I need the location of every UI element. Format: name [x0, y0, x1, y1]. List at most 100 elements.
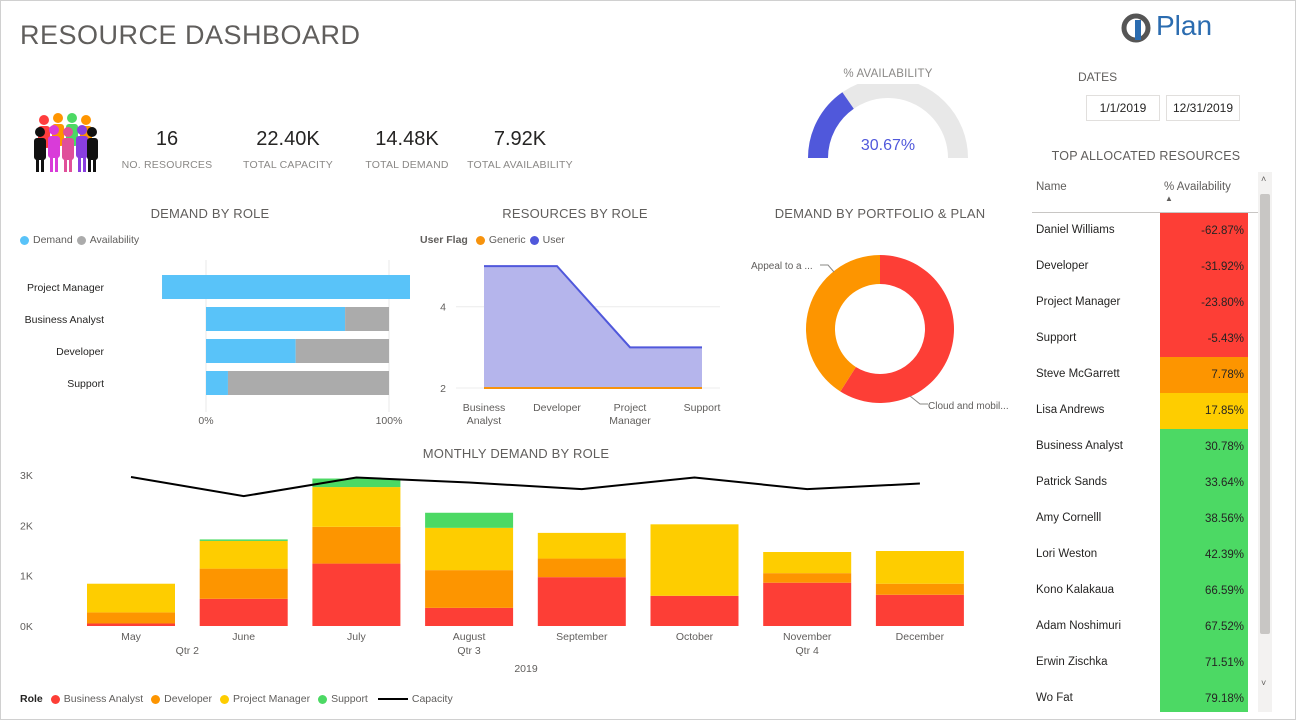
table-row[interactable]: Lori Weston 42.39% — [1032, 537, 1260, 573]
scrollbar-thumb[interactable] — [1260, 194, 1270, 634]
bar-segment[interactable] — [199, 539, 288, 541]
tick-label: 3K — [20, 470, 33, 482]
bar-segment[interactable] — [537, 558, 626, 578]
tick-label: 0% — [198, 415, 213, 427]
bar-demand[interactable] — [206, 371, 228, 395]
resource-name: Steve McGarrett — [1036, 368, 1120, 380]
bar-demand[interactable] — [206, 307, 346, 331]
demand-by-portfolio-chart[interactable]: Cloud and mobil... Appeal to a ... — [740, 240, 1030, 430]
col-name-header[interactable]: Name — [1036, 181, 1067, 193]
bar-availability[interactable] — [227, 371, 389, 395]
bar-segment[interactable] — [312, 563, 401, 626]
bar-segment[interactable] — [425, 512, 514, 528]
start-date-input[interactable]: 1/1/2019 — [1086, 95, 1160, 121]
category-label: Project — [614, 402, 647, 414]
availability-gauge[interactable]: 30.67% — [808, 84, 968, 164]
table-row[interactable]: Support -5.43% — [1032, 321, 1260, 357]
kpi-label: TOTAL AVAILABILITY — [467, 159, 573, 171]
bar-availability[interactable] — [295, 339, 389, 363]
table-row[interactable]: Steve McGarrett 7.78% — [1032, 357, 1260, 393]
availability-cell: -31.92% — [1160, 249, 1248, 285]
kpi-value: 16 — [155, 128, 179, 150]
bar-segment[interactable] — [537, 532, 626, 559]
legend-dot — [50, 694, 60, 704]
bar-segment[interactable] — [199, 540, 288, 569]
legend-label: Generic — [488, 234, 526, 246]
tick-label: 1K — [20, 571, 33, 583]
demand-by-role-legend: Demand Availability — [20, 234, 139, 246]
table-row[interactable]: Adam Noshimuri 67.52% — [1032, 609, 1260, 645]
donut-slice[interactable] — [840, 255, 954, 403]
end-date-input[interactable]: 12/31/2019 — [1166, 95, 1240, 121]
category-label: Support — [67, 378, 104, 390]
slice-label: Cloud and mobil... — [928, 401, 1009, 412]
bar-segment[interactable] — [650, 595, 739, 626]
bar-segment[interactable] — [537, 577, 626, 626]
bar-segment[interactable] — [425, 607, 514, 626]
sort-asc-icon[interactable]: ▲ — [1165, 194, 1173, 203]
legend-dot — [151, 694, 161, 704]
bar-segment[interactable] — [875, 583, 964, 595]
bar-segment[interactable] — [875, 594, 964, 626]
bar-segment[interactable] — [425, 570, 514, 608]
bar-demand[interactable] — [206, 339, 296, 363]
donut-slice[interactable] — [806, 255, 880, 392]
demand-by-portfolio-title: DEMAND BY PORTFOLIO & PLAN — [774, 206, 986, 221]
table-row[interactable]: Developer -31.92% — [1032, 249, 1260, 285]
bar-segment[interactable] — [875, 551, 964, 584]
availability-cell: 17.85% — [1160, 393, 1248, 429]
bar-segment[interactable] — [87, 623, 175, 626]
legend-label: Capacity — [411, 693, 453, 705]
availability-cell: 66.59% — [1160, 573, 1248, 609]
table-row[interactable]: Lisa Andrews 17.85% — [1032, 393, 1260, 429]
year-label: 2019 — [514, 663, 538, 675]
legend-label: Business Analyst — [63, 693, 144, 705]
table-row[interactable]: Kono Kalakaua 66.59% — [1032, 573, 1260, 609]
bar-segment[interactable] — [87, 612, 175, 624]
legend-line — [377, 698, 408, 700]
bar-segment[interactable] — [199, 568, 288, 599]
table-row[interactable]: Business Analyst 30.78% — [1032, 429, 1260, 465]
col-availability-header[interactable]: % Availability — [1164, 181, 1231, 193]
oneplan-logo: Plan — [1120, 10, 1220, 46]
bar-segment[interactable] — [763, 573, 852, 583]
category-label: Support — [684, 402, 721, 414]
bar-segment[interactable] — [763, 552, 852, 574]
tick-label: 100% — [376, 415, 403, 427]
scroll-up-icon[interactable]: ˄ — [1261, 174, 1267, 184]
table-row[interactable]: Amy Cornelll 38.56% — [1032, 501, 1260, 537]
capacity-line[interactable] — [130, 476, 920, 498]
table-row[interactable]: Patrick Sands 33.64% — [1032, 465, 1260, 501]
availability-cell: 67.52% — [1160, 609, 1248, 645]
bar-demand[interactable] — [162, 275, 410, 299]
monthly-demand-chart[interactable]: 0K 1K 2K 3K May June July August September Octobe… — [0, 460, 1010, 685]
area-user[interactable] — [484, 266, 702, 388]
bar-segment[interactable] — [312, 487, 401, 527]
resource-name: Wo Fat — [1036, 692, 1073, 704]
table-row[interactable]: Project Manager -23.80% — [1032, 285, 1260, 321]
bar-segment[interactable] — [87, 583, 175, 613]
availability-cell: -62.87% — [1160, 213, 1248, 249]
kpi-value: 7.92K — [493, 128, 547, 150]
table-scrollbar[interactable]: ˄ ˅ — [1258, 172, 1272, 712]
bar-segment[interactable] — [312, 526, 401, 564]
monthly-demand-title: MONTHLY DEMAND BY ROLE — [422, 446, 610, 461]
table-row[interactable]: Wo Fat 79.18% — [1032, 681, 1260, 712]
bar-segment[interactable] — [312, 478, 401, 488]
bar-segment[interactable] — [650, 524, 739, 596]
resource-name: Developer — [1036, 260, 1089, 272]
bar-segment[interactable] — [199, 598, 288, 626]
line-user[interactable] — [484, 265, 702, 349]
scroll-down-icon[interactable]: ˅ — [1261, 678, 1267, 688]
table-header: Name % Availability ▲ — [1032, 172, 1260, 213]
demand-by-role-chart[interactable]: Project Manager Business Analyst Developer… — [0, 250, 410, 430]
table-row[interactable]: Daniel Williams -62.87% — [1032, 213, 1260, 249]
bar-availability[interactable] — [345, 307, 389, 331]
bar-segment[interactable] — [763, 582, 852, 626]
slice-label: Appeal to a ... — [751, 261, 813, 272]
table-row[interactable]: Erwin Zischka 71.51% — [1032, 645, 1260, 681]
resource-name: Patrick Sands — [1036, 476, 1107, 488]
month-label: November — [783, 631, 832, 643]
bar-segment[interactable] — [425, 527, 514, 571]
